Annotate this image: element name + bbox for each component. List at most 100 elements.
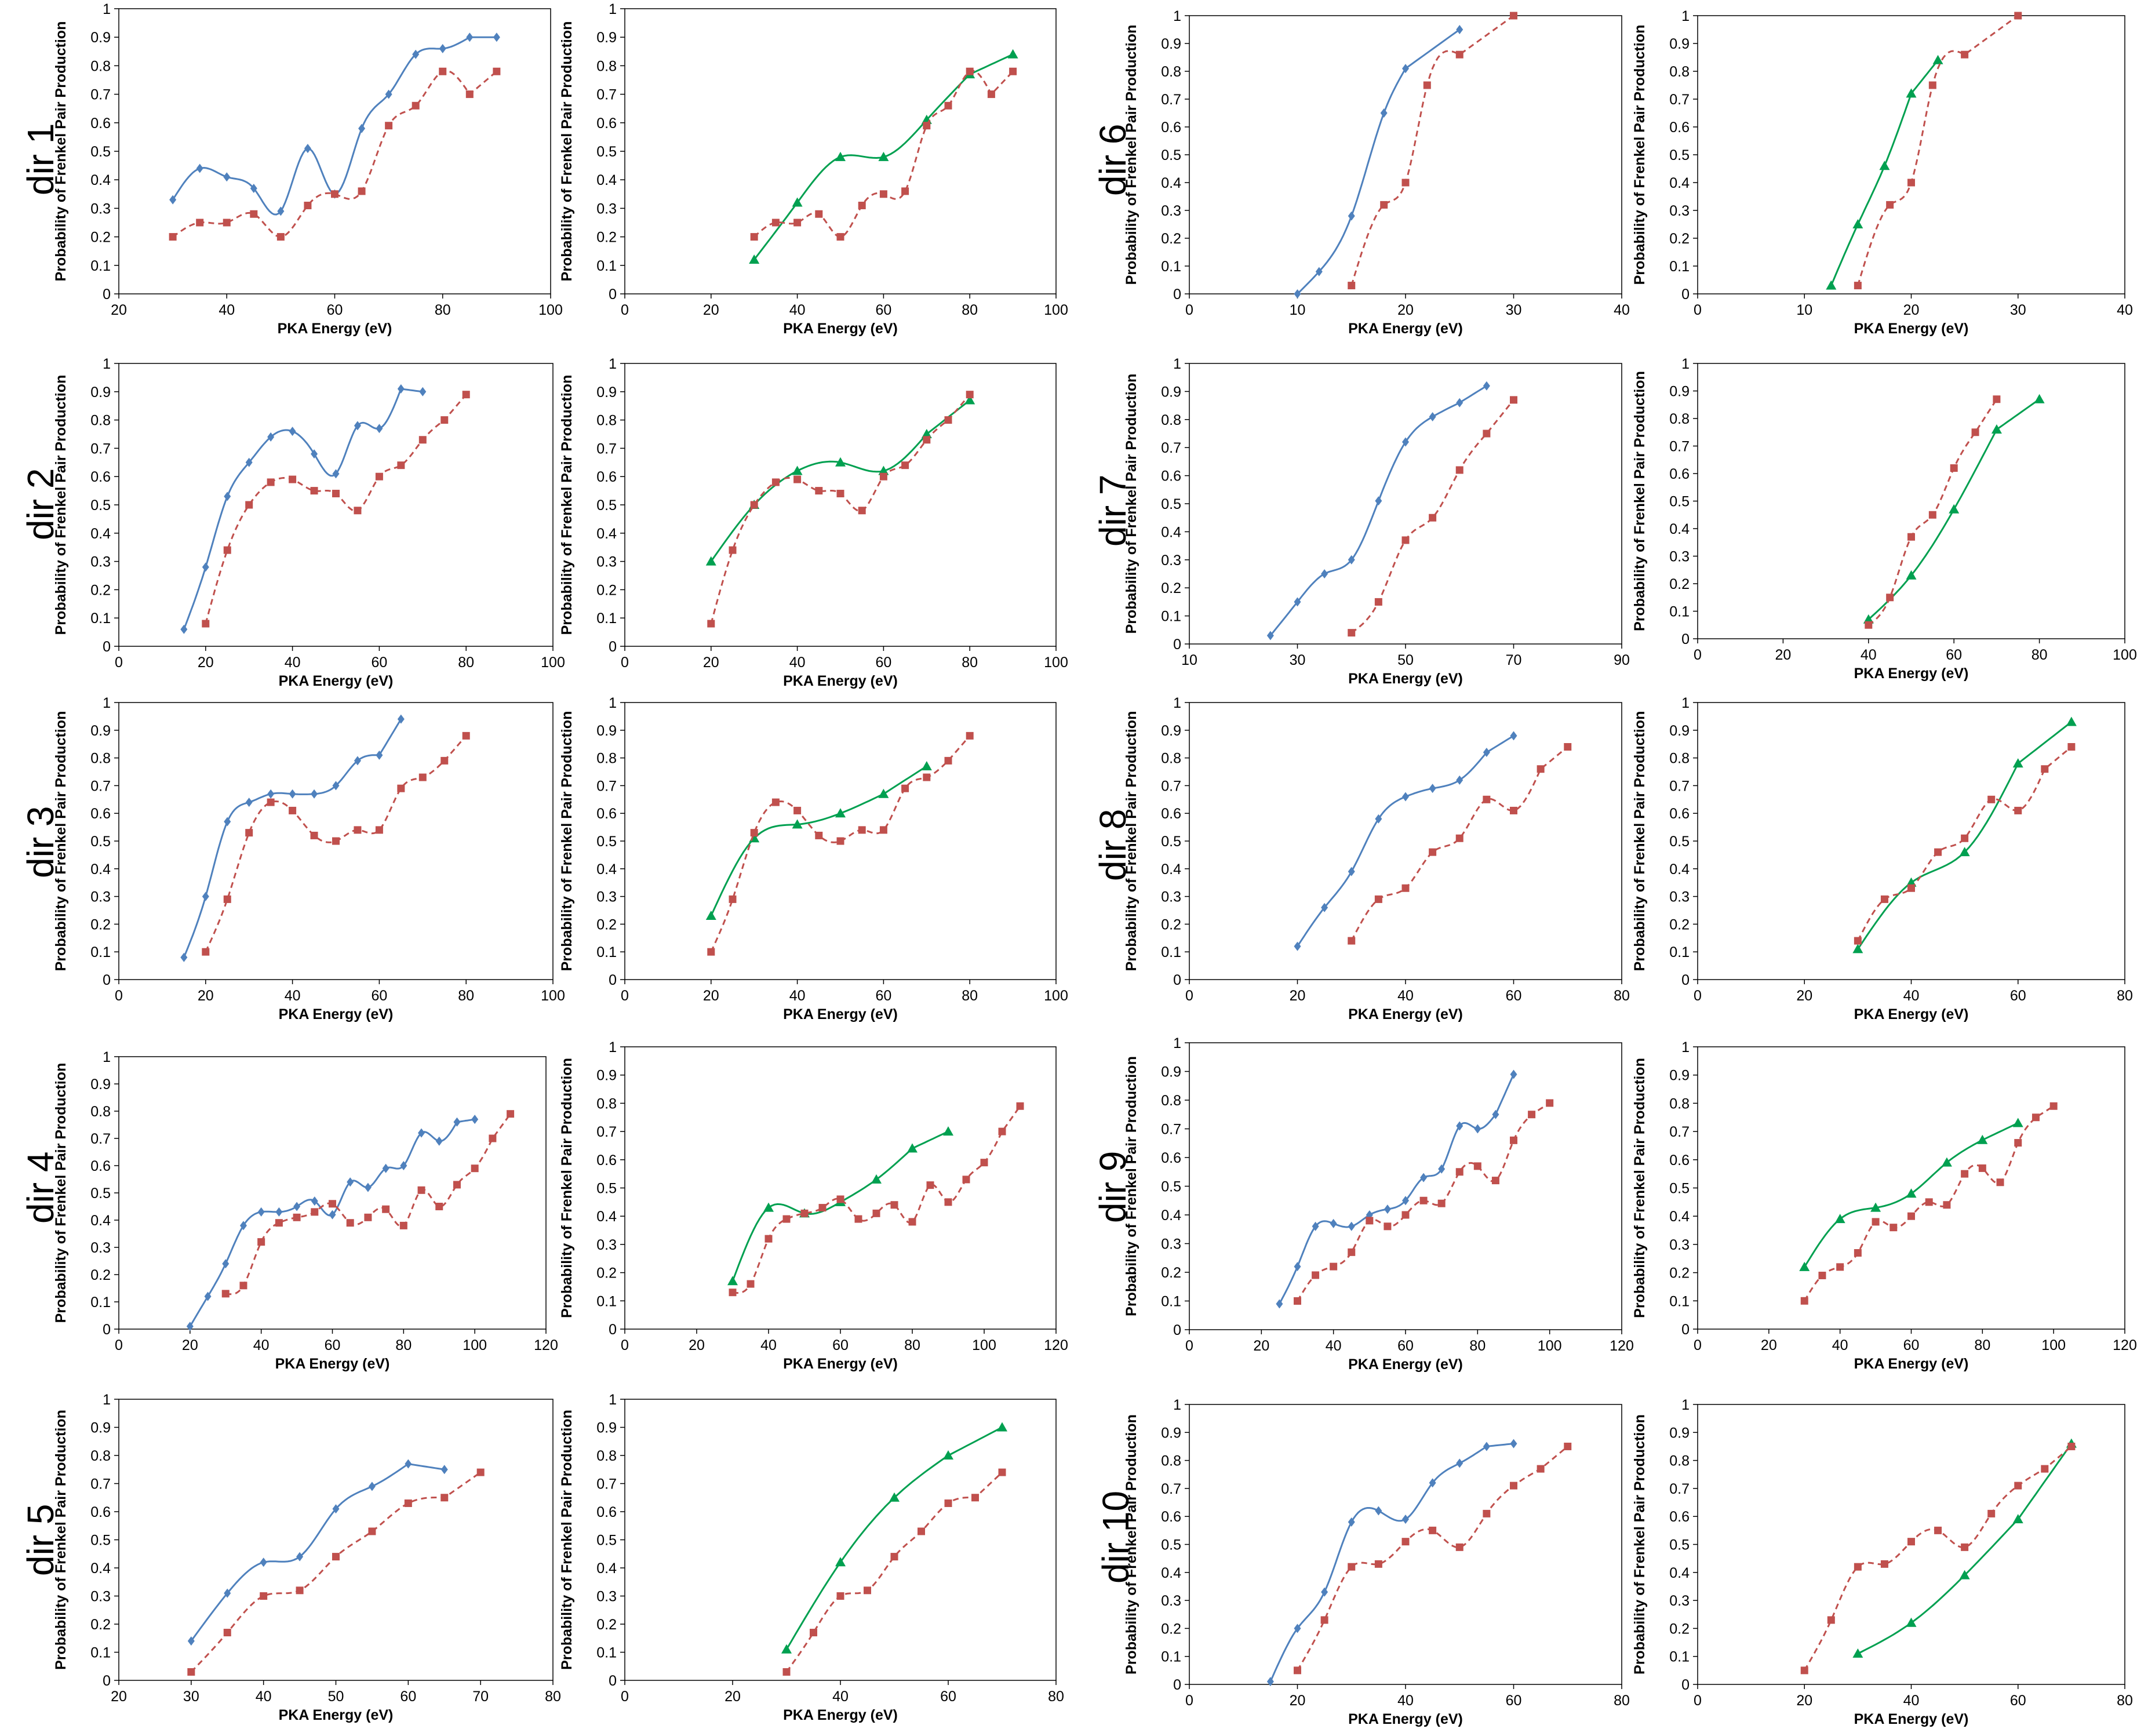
data-point-red [439, 67, 447, 75]
y-tick-label: 0.1 [1669, 259, 1690, 275]
data-point-blue [471, 1115, 479, 1124]
y-tick-label: 0.6 [1161, 1150, 1181, 1166]
data-point-red [2067, 1442, 2076, 1450]
y-tick-label: 0.7 [90, 87, 111, 103]
y-tick-label: 0.8 [90, 413, 111, 429]
plot-area [1697, 702, 2125, 980]
chart-dir-5-left: 0 0.1 0.2 0.3 0.4 0.5 0.6 0.7 0.8 0.9 1 0 20 40 60 80 10… [53, 695, 565, 1022]
data-point-red [944, 1198, 952, 1206]
y-tick-label: 0.5 [596, 1181, 617, 1197]
data-point-red [346, 1219, 354, 1227]
data-point-blue [304, 144, 311, 154]
y-tick-label: 0.2 [1161, 916, 1181, 933]
data-point-green [943, 1126, 953, 1136]
data-point-red [304, 201, 312, 209]
x-tick-label: 20 [1903, 302, 1920, 318]
plot-area [624, 8, 1057, 294]
data-point-green [1949, 504, 1960, 514]
data-point-red [239, 1282, 247, 1290]
plot-area [118, 8, 551, 294]
y-tick-label: 0.9 [1161, 384, 1181, 400]
data-point-blue [202, 891, 209, 901]
x-tick-label: 80 [962, 302, 978, 318]
y-tick-label: 0.8 [1669, 1096, 1690, 1112]
y-tick-label: 0.2 [596, 1265, 617, 1282]
data-point-red [1872, 1218, 1880, 1226]
x-tick-label: 80 [458, 654, 474, 671]
data-point-red [489, 1134, 497, 1142]
data-point-red [1907, 533, 1915, 541]
data-point-red [1384, 1222, 1392, 1231]
x-tick-label: 40 [1614, 302, 1630, 318]
data-point-red [1854, 1249, 1862, 1257]
data-point-red [1889, 1224, 1898, 1232]
x-tick-label: 0 [1694, 1693, 1702, 1709]
y-tick-label: 0.4 [90, 1560, 111, 1577]
y-tick-label: 0.7 [1161, 440, 1181, 456]
data-point-red [1483, 1509, 1491, 1517]
data-point-red [980, 1159, 988, 1167]
data-point-blue [439, 43, 446, 53]
data-point-red [729, 546, 737, 554]
y-axis-title: Probability of Frenkel Pair Production [1123, 711, 1139, 971]
y-tick-label: 0.8 [596, 1448, 617, 1464]
x-tick-label: 100 [541, 654, 565, 671]
data-point-red [890, 1553, 898, 1561]
y-tick-label: 0.4 [1161, 524, 1181, 540]
data-point-blue [224, 817, 231, 827]
data-point-blue [1315, 267, 1323, 276]
x-tick-label: 40 [1397, 988, 1414, 1004]
data-point-red [223, 1629, 231, 1637]
y-tick-label: 0.3 [596, 889, 617, 905]
x-tick-label: 40 [285, 654, 301, 671]
data-point-red [1510, 396, 1517, 404]
data-point-red [771, 219, 780, 227]
data-point-red [901, 187, 909, 195]
chart-dir-7-left: 0 0.1 0.2 0.3 0.4 0.5 0.6 0.7 0.8 0.9 1 0 20 40 60 80 10… [53, 1049, 558, 1372]
data-point-red [771, 798, 780, 806]
y-tick-label: 0.3 [1161, 889, 1181, 905]
data-point-blue [1321, 569, 1328, 578]
y-tick-label: 0.2 [90, 582, 111, 598]
y-tick-label: 1 [609, 1, 617, 17]
y-tick-label: 0.1 [1161, 944, 1181, 960]
y-tick-label: 0.6 [596, 1504, 617, 1520]
x-tick-label: 40 [1397, 1693, 1414, 1709]
x-tick-label: 100 [972, 1337, 996, 1353]
data-point-blue [1402, 437, 1409, 447]
data-point-red [2041, 1465, 2049, 1473]
y-tick-label: 0.5 [1161, 147, 1181, 163]
series-line-green [1830, 59, 1939, 286]
data-point-blue [1375, 496, 1382, 506]
y-tick-label: 0.1 [90, 258, 111, 274]
data-point-green [2012, 1514, 2023, 1524]
data-point-green [705, 911, 716, 920]
data-point-blue [239, 1221, 247, 1231]
y-tick-label: 0.3 [1161, 1236, 1181, 1253]
data-point-blue [1402, 1515, 1409, 1524]
y-tick-label: 1 [1681, 8, 1690, 24]
data-point-blue [277, 206, 285, 216]
data-point-blue [1294, 1262, 1301, 1272]
y-tick-label: 0 [103, 1673, 111, 1689]
y-tick-label: 0.7 [596, 778, 617, 794]
data-point-red [1429, 1526, 1437, 1534]
data-point-red [815, 210, 823, 218]
y-tick-label: 0.9 [1161, 1064, 1181, 1080]
data-point-blue [222, 1259, 230, 1269]
data-point-red [1348, 937, 1356, 945]
data-point-blue [1321, 1587, 1328, 1597]
data-point-red [1510, 806, 1517, 814]
y-tick-label: 0.4 [596, 861, 617, 878]
x-tick-label: 100 [538, 302, 563, 318]
y-tick-label: 0.2 [1669, 231, 1690, 247]
y-tick-label: 0.5 [596, 834, 617, 850]
y-tick-label: 0 [609, 1673, 617, 1689]
x-tick-label: 0 [1185, 302, 1193, 318]
x-axis-title: PKA Energy (eV) [1348, 321, 1463, 337]
y-axis-title: Probability of Frenkel Pair Production [559, 1410, 575, 1670]
data-point-green [1906, 88, 1917, 98]
y-tick-label: 0.1 [596, 1293, 617, 1309]
y-tick-label: 0.7 [90, 778, 111, 794]
y-tick-label: 0 [103, 639, 111, 655]
